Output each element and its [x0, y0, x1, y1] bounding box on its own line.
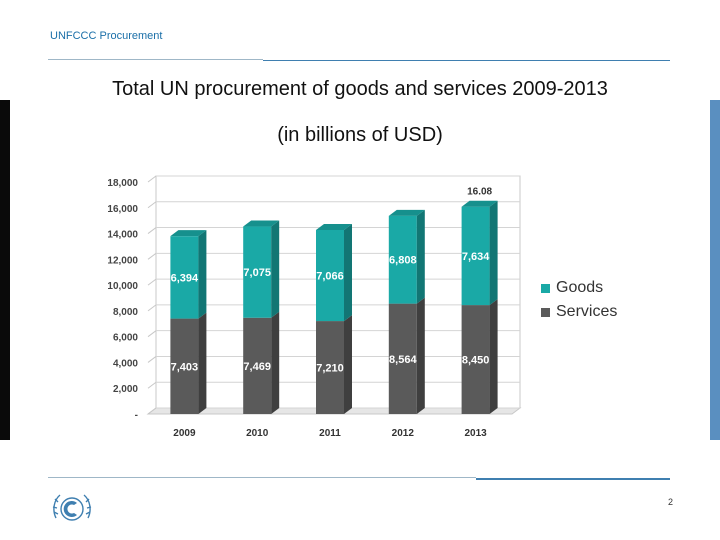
legend-item-services: Services: [541, 300, 617, 324]
header-divider: [48, 59, 263, 60]
total-annotation-2013: 16.08: [467, 187, 492, 198]
x-tick-label-2012: 2012: [392, 428, 415, 439]
data-label-goods-2013: 7,634: [462, 251, 490, 263]
bar-top-2010: [243, 220, 280, 227]
data-label-services-2010: 7,469: [243, 361, 271, 373]
bar-goods-2009: [170, 236, 199, 319]
bar-services-2012: [388, 303, 417, 414]
y-tick-label: 8,000: [113, 307, 138, 318]
data-label-goods-2009: 6,394: [171, 272, 199, 284]
data-label-services-2009: 7,403: [171, 361, 199, 373]
bar-services-side-2010: [271, 311, 280, 414]
bar-services-2011: [316, 321, 344, 414]
footer-divider: [48, 477, 476, 478]
data-label-goods-2011: 7,066: [316, 271, 344, 283]
page-number: 2: [668, 497, 674, 507]
slide-title: Total UN procurement of goods and servic…: [112, 78, 608, 100]
y-tick-label: -: [135, 410, 138, 421]
legend-swatch-goods: [541, 283, 550, 293]
bar-goods-2013: [461, 206, 490, 306]
bar-goods-side-2010: [271, 220, 280, 318]
y-tick-label: 4,000: [113, 358, 138, 369]
x-tick-label-2013: 2013: [464, 428, 487, 439]
gridline-diagonal: [147, 330, 157, 338]
gridline-diagonal: [147, 278, 157, 286]
x-tick-label-2009: 2009: [173, 428, 196, 439]
y-tick-label: 14,000: [107, 230, 138, 241]
bar-top-2013: [461, 200, 498, 207]
bar-goods-2010: [243, 226, 272, 318]
header-divider-accent: [263, 60, 670, 61]
bar-services-side-2012: [416, 297, 425, 414]
bar-goods-side-2013: [489, 200, 498, 306]
data-label-services-2011: 7,210: [316, 363, 344, 375]
bar-goods-side-2011: [344, 223, 352, 322]
footer-divider-accent: [476, 478, 670, 480]
legend-item-goods: Goods: [541, 276, 617, 300]
legend-label-goods: Goods: [556, 279, 604, 296]
y-tick-label: 18,000: [107, 178, 138, 189]
data-label-goods-2010: 7,075: [243, 267, 271, 279]
unfccc-emblem-icon: [52, 494, 92, 521]
gridline-diagonal: [147, 175, 157, 183]
gridline-diagonal: [147, 252, 157, 260]
bar-goods-2011: [316, 229, 344, 322]
gridline-diagonal: [147, 381, 157, 389]
bar-services-2009: [170, 318, 199, 414]
right-edge-bar: [710, 100, 720, 440]
x-tick-label-2010: 2010: [246, 428, 269, 439]
y-tick-label: 10,000: [107, 281, 138, 292]
bar-goods-2012: [388, 215, 417, 304]
slide-subtitle: (in billions of USD): [277, 124, 443, 146]
y-tick-label: 12,000: [107, 255, 138, 266]
bar-services-2013: [461, 305, 490, 414]
data-label-goods-2012: 6,808: [389, 255, 417, 267]
y-tick-label: 2,000: [113, 384, 138, 395]
gridline-diagonal: [147, 227, 157, 234]
bar-goods-side-2009: [198, 230, 207, 319]
gridline-diagonal: [147, 201, 157, 209]
data-label-services-2013: 8,450: [462, 355, 490, 367]
header-label: UNFCCC Procurement: [50, 30, 163, 42]
stacked-bar-chart: - 2,000 4,000 6,000 8,000 10,000 12,000 14,000 1…: [107, 175, 522, 439]
left-edge-bar: [0, 100, 10, 440]
bar-services-side-2011: [344, 315, 352, 414]
y-tick-label: 16,000: [107, 204, 138, 215]
bar-top-2011: [316, 223, 352, 230]
gridline-diagonal: [147, 356, 157, 363]
y-tick-label: 6,000: [113, 333, 138, 344]
legend-label-services: Services: [556, 303, 618, 320]
gridline-diagonal: [147, 304, 157, 312]
bar-top-2009: [170, 230, 207, 237]
chart-legend: Goods Services: [541, 276, 617, 324]
x-tick-label-2011: 2011: [319, 428, 341, 439]
bar-services-side-2013: [489, 299, 498, 414]
bar-goods-side-2012: [416, 209, 425, 304]
bar-top-2012: [388, 209, 425, 216]
gridline-diagonal: [147, 407, 157, 415]
bar-services-2010: [243, 317, 272, 414]
data-label-services-2012: 8,564: [389, 354, 417, 366]
bar-services-side-2009: [198, 312, 207, 414]
legend-swatch-services: [541, 307, 550, 317]
